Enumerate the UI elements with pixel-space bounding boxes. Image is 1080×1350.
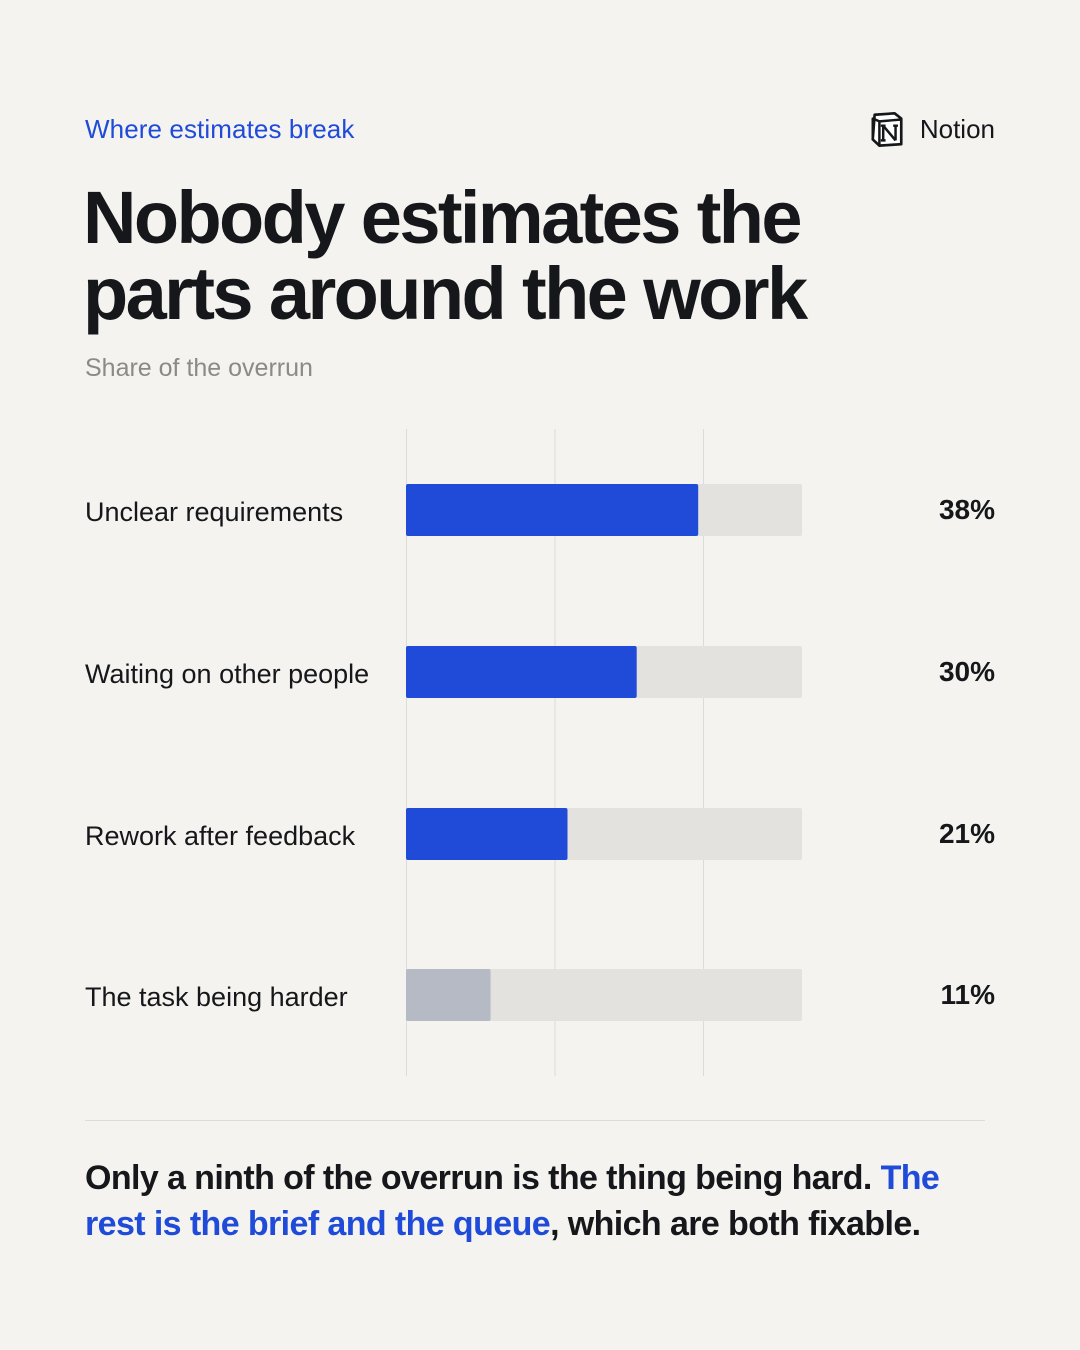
category-label: The task being harder (85, 981, 348, 1012)
kicker: Where estimates break (85, 114, 355, 144)
value-label: 30% (938, 656, 995, 687)
bar-track (406, 969, 802, 1021)
bar (406, 969, 491, 1021)
value-label: 38% (938, 494, 995, 525)
bar (406, 646, 637, 698)
bar (406, 808, 568, 860)
category-label: Unclear requirements (85, 496, 344, 527)
brand-name: Notion (919, 113, 995, 144)
bar (406, 484, 699, 536)
brand: Notion (868, 110, 995, 148)
notion-logo-icon (871, 111, 903, 147)
takeaway: Only a ninth of the overrun is the thing… (85, 1155, 995, 1247)
headline: Nobody estimates the parts around the wo… (83, 176, 808, 335)
takeaway-highlight: The rest is the brief and the queue (85, 1159, 940, 1243)
value-label: 21% (938, 818, 995, 849)
category-label: Waiting on other people (85, 658, 370, 689)
divider (85, 1120, 985, 1121)
value-label: 11% (940, 979, 996, 1010)
takeaway-tail: , which are both fixable. (550, 1205, 921, 1243)
category-label: Rework after feedback (85, 820, 356, 851)
takeaway-text: Only a ninth of the overrun is the thing… (85, 1159, 881, 1197)
chart-subtitle: Share of the overrun (85, 354, 313, 382)
